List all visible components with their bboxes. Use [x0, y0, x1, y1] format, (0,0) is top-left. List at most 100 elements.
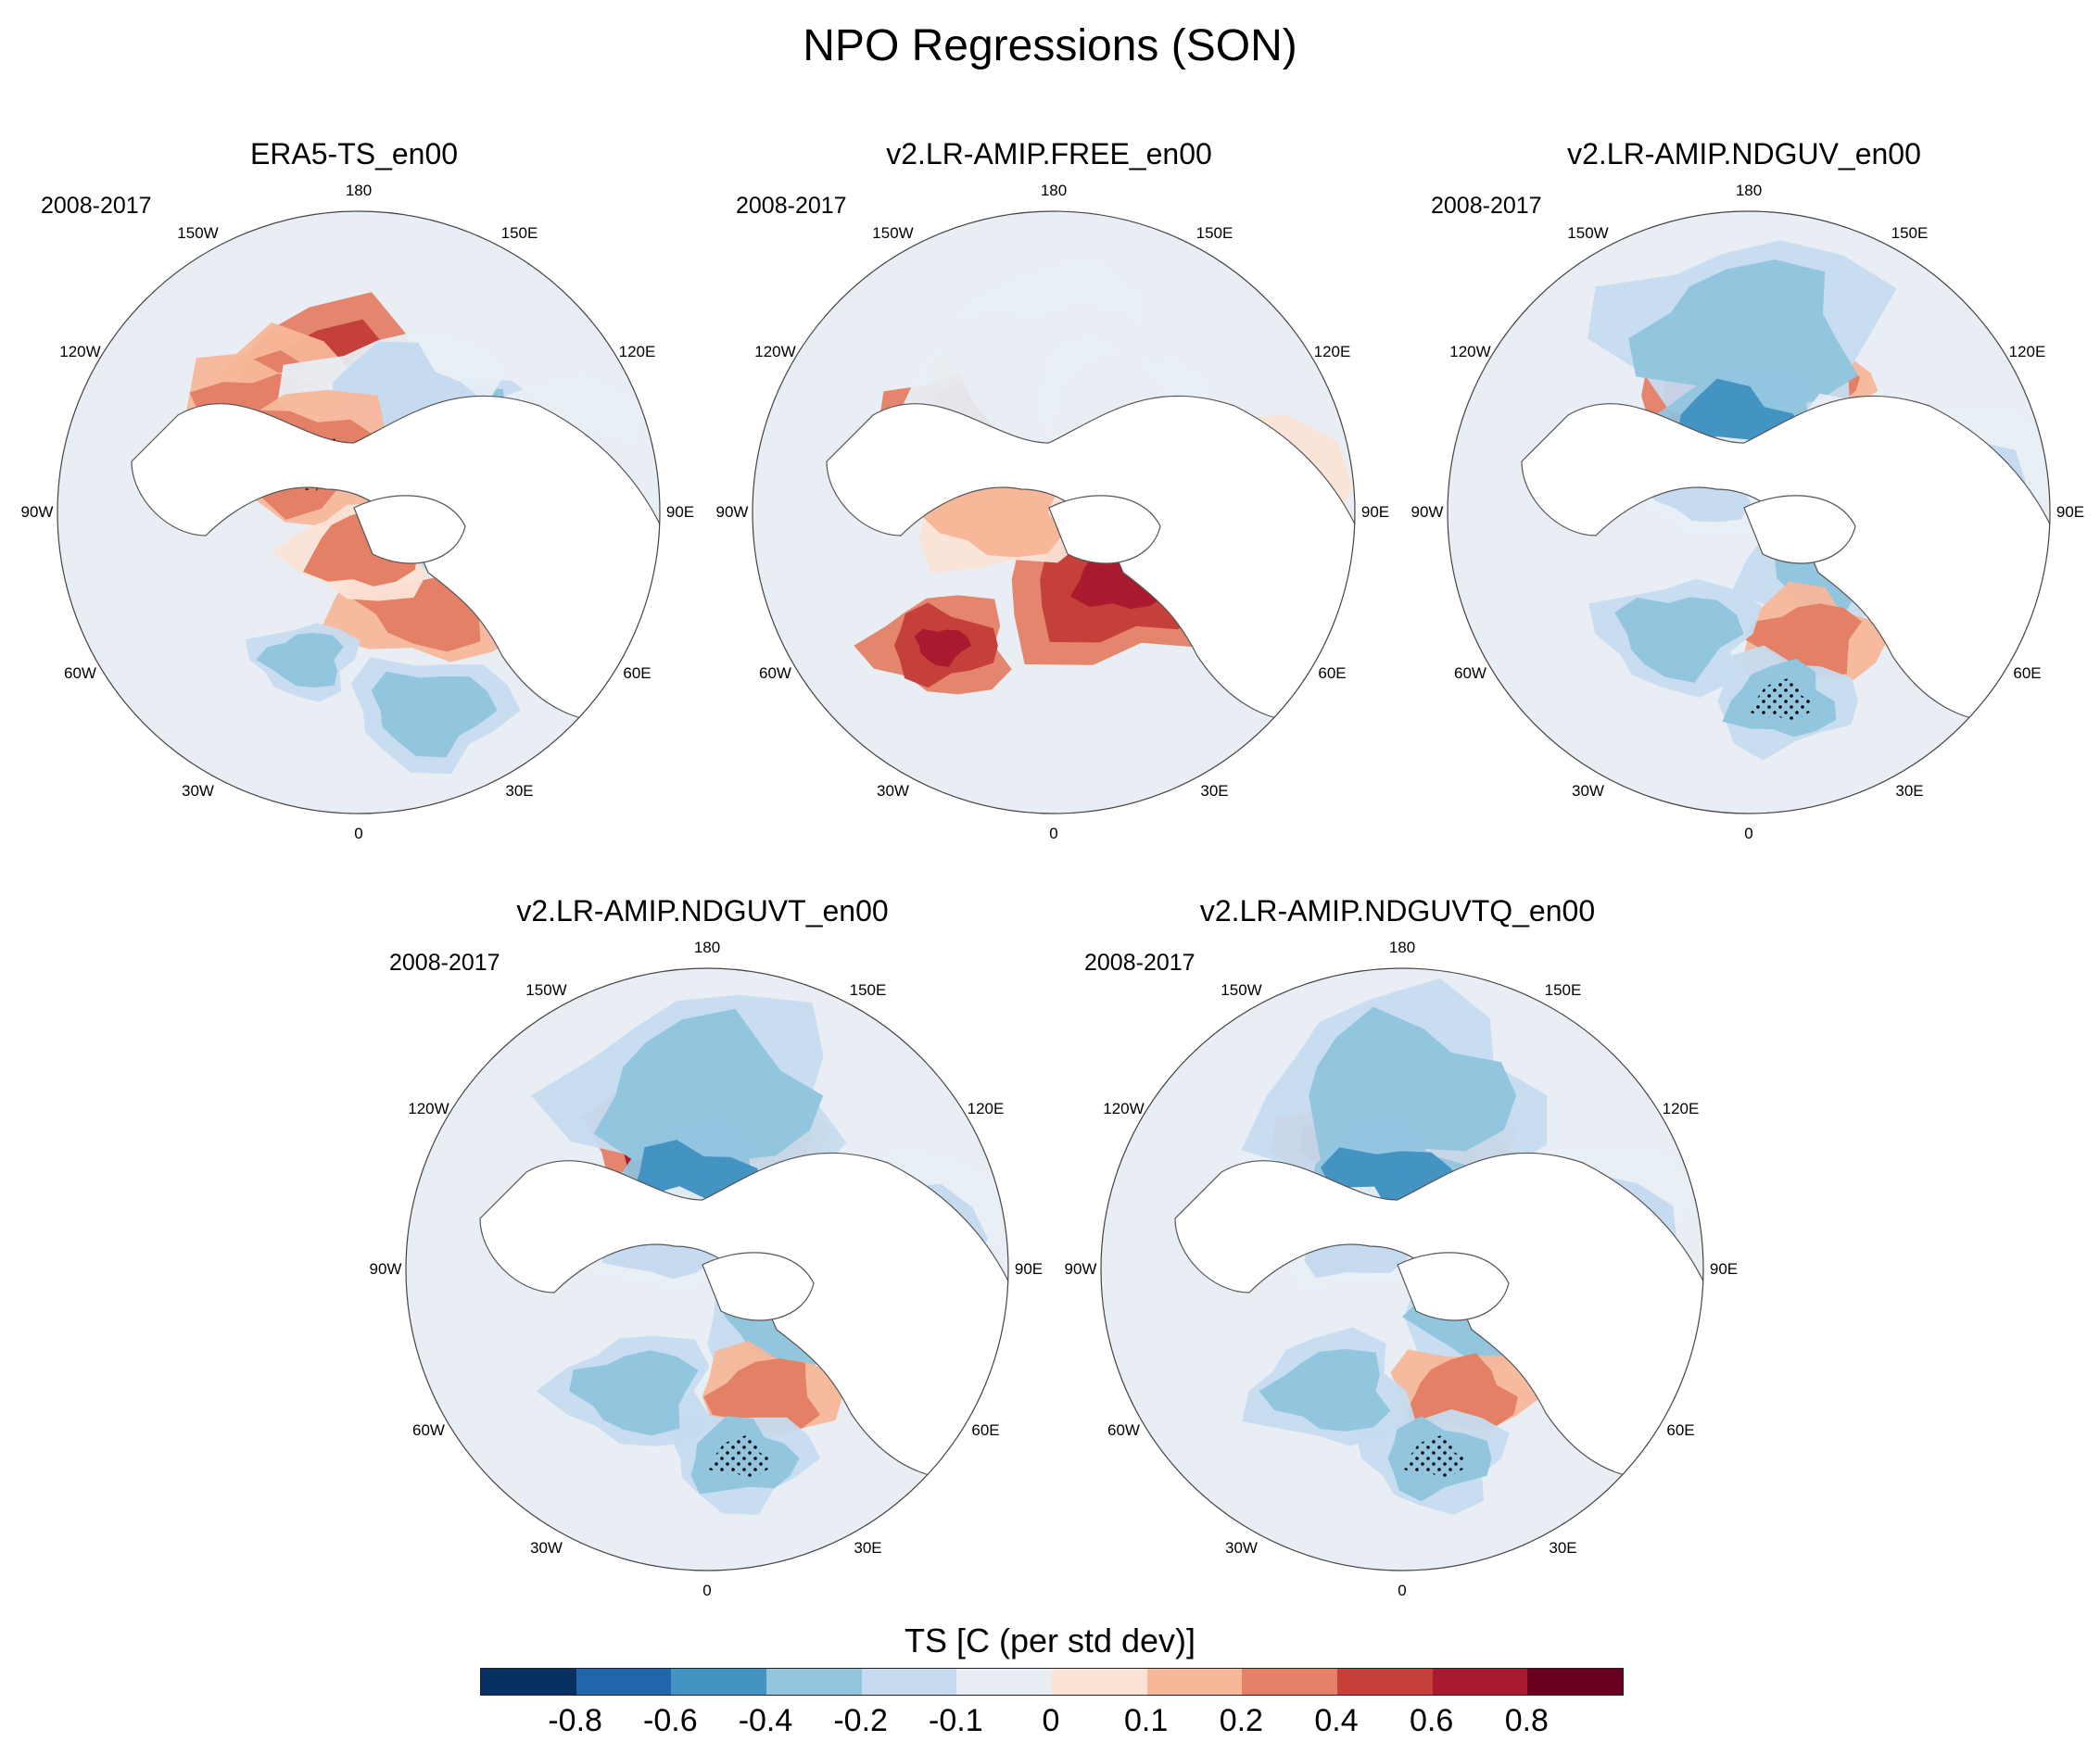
- landmass: [702, 1252, 815, 1321]
- longitude-label: 30E: [505, 781, 534, 800]
- landmass: [479, 1152, 1008, 1481]
- colorbar-bin: [1527, 1669, 1624, 1695]
- longitude-label: 30W: [1572, 781, 1604, 800]
- longitude-label: 150W: [525, 981, 567, 1000]
- anomaly-core: [1614, 597, 1744, 683]
- longitude-label: 30W: [530, 1538, 563, 1557]
- landmass: [1743, 495, 1856, 564]
- colorbar-title: TS [C (per std dev)]: [904, 1622, 1196, 1659]
- landmass: [1521, 395, 2050, 724]
- map-field: [1101, 968, 1703, 1571]
- colorbar-label: -0.8: [548, 1703, 602, 1738]
- map-panel: v2.LR-AMIP.NDGUV_en00 2008-2017 180 150E 120…: [1411, 137, 2085, 842]
- longitude-label: 0: [1398, 1582, 1407, 1599]
- longitude-label: 150W: [177, 224, 219, 243]
- longitude-label: 150W: [872, 224, 914, 243]
- map-field: [753, 211, 1355, 814]
- panel-title: ERA5-TS_en00: [249, 137, 459, 170]
- colorbar-bin: [861, 1669, 957, 1695]
- polar-map: [752, 210, 1356, 814]
- colorbar-label: 0: [1042, 1703, 1060, 1738]
- colorbar-label: -0.6: [643, 1703, 698, 1738]
- significance-stipple: [1749, 677, 1813, 721]
- longitude-label: 30E: [854, 1538, 882, 1557]
- colorbar-label: -0.4: [738, 1703, 793, 1738]
- longitude-label: 120E: [1662, 1099, 1700, 1117]
- longitude-label: 150W: [1221, 981, 1262, 1000]
- longitude-label: 120E: [967, 1099, 1005, 1117]
- panel-title: v2.LR-AMIP.FREE_en00: [886, 137, 1212, 170]
- longitude-label: 30W: [182, 781, 214, 800]
- anomaly-core: [1403, 1353, 1518, 1432]
- landmass: [1174, 1152, 1703, 1481]
- panel-period: 2008-2017: [1431, 193, 1542, 219]
- longitude-label: 180: [1735, 182, 1763, 199]
- map-boundary: [405, 967, 1009, 1571]
- panel-period: 2008-2017: [41, 193, 152, 219]
- map-field: [57, 211, 660, 814]
- longitude-label: 30W: [1225, 1538, 1258, 1557]
- longitude-label: 120W: [1103, 1099, 1145, 1117]
- map-boundary: [57, 210, 661, 814]
- landmass: [131, 395, 660, 724]
- landmass: [353, 495, 466, 564]
- colorbar-bin: [1432, 1669, 1528, 1695]
- anomaly-core: [569, 1350, 699, 1436]
- longitude-label: 30W: [877, 781, 909, 800]
- longitude-label: 150E: [500, 224, 538, 243]
- panel-period: 2008-2017: [389, 950, 500, 976]
- panel-period: 2008-2017: [736, 193, 847, 219]
- map-panel: v2.LR-AMIP.FREE_en00 2008-2017 180 150E 120E…: [715, 137, 1390, 842]
- map-boundary: [1100, 967, 1704, 1571]
- longitude-label: 180: [1040, 182, 1068, 199]
- anomaly-core: [1259, 1349, 1391, 1432]
- map-boundary: [752, 210, 1356, 814]
- longitude-label: 60W: [1107, 1420, 1140, 1439]
- longitude-label: 90E: [1014, 1260, 1044, 1278]
- longitude-label: 60W: [412, 1420, 445, 1439]
- longitude-label: 90W: [20, 503, 54, 521]
- anomaly-core: [1628, 259, 1858, 411]
- landmass: [826, 395, 1355, 724]
- longitude-label: 150E: [1544, 981, 1582, 1000]
- longitude-label: 30E: [1895, 781, 1924, 800]
- anomaly-core: [256, 632, 344, 688]
- longitude-label: 0: [1744, 825, 1753, 842]
- longitude-label: 90E: [665, 503, 695, 521]
- longitude-label: 90W: [1064, 1260, 1097, 1278]
- significance-stipple: [1402, 1434, 1466, 1478]
- longitude-label: 150E: [1195, 224, 1233, 243]
- longitude-label: 90E: [2056, 503, 2085, 521]
- longitude-label: 90W: [1411, 503, 1444, 521]
- longitude-label: 60W: [759, 663, 791, 682]
- significance-stipple: [707, 1434, 771, 1478]
- longitude-label: 90E: [1709, 1260, 1739, 1278]
- longitude-label: 150E: [1891, 224, 1929, 243]
- anomaly-core: [371, 671, 498, 758]
- colorbar-label: -0.2: [833, 1703, 888, 1738]
- colorbar-bin: [766, 1669, 862, 1695]
- polar-map: [1100, 967, 1704, 1571]
- landmass: [1397, 1252, 1510, 1321]
- landmass: [1048, 495, 1161, 564]
- longitude-label: 120W: [408, 1099, 449, 1117]
- colorbar-bin: [956, 1669, 1053, 1695]
- colorbar-bin: [671, 1669, 767, 1695]
- polar-map: [57, 210, 661, 814]
- colorbar-bin: [1146, 1669, 1243, 1695]
- longitude-label: 90W: [715, 503, 749, 521]
- panel-title: v2.LR-AMIP.NDGUVTQ_en00: [1199, 894, 1596, 927]
- longitude-label: 90E: [1360, 503, 1390, 521]
- colorbar-label: 0.2: [1219, 1703, 1263, 1738]
- anomaly-core: [703, 1358, 820, 1433]
- longitude-label: 120E: [618, 342, 656, 360]
- longitude-label: 180: [1388, 939, 1416, 956]
- longitude-label: 0: [1049, 825, 1058, 842]
- anomaly-peak: [914, 628, 971, 667]
- longitude-label: 0: [702, 1582, 712, 1599]
- longitude-label: 180: [345, 182, 373, 199]
- longitude-label: 60E: [623, 663, 652, 682]
- map-field: [406, 968, 1008, 1571]
- colorbar-label: 0.6: [1410, 1703, 1454, 1738]
- longitude-label: 60E: [971, 1420, 1000, 1439]
